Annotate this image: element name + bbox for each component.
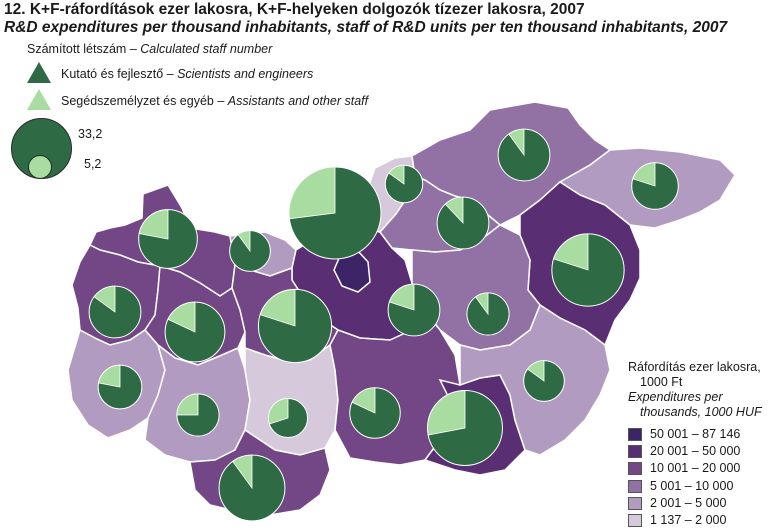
size-legend-min-circle: [28, 155, 52, 179]
pie-baranya-assistants: [232, 454, 253, 490]
fill-legend-title-en: Expenditures per: [628, 390, 723, 404]
pie-charts: [88, 128, 679, 522]
fill-legend-title-hu: Ráfordítás ezer lakosra,: [628, 360, 761, 374]
legend-scientists-en: Scientists and engineers: [177, 67, 314, 81]
pie-kom-rom-esztergom-assistants: [237, 230, 251, 253]
pie-b-cs-kiskun-assistants: [351, 387, 376, 414]
legend-scientists: Kutató és fejlesztő – Scientists and eng…: [61, 67, 314, 81]
pie-pest-assistants: [388, 283, 415, 311]
size-legend-max-label: 33,2: [78, 127, 103, 141]
fill-class-5-label: 2 001 – 5 000: [650, 496, 727, 510]
pie-zala-assistants: [98, 364, 121, 388]
fill-class-3-swatch: [628, 462, 642, 476]
size-legend-min-label: 5,2: [84, 157, 102, 171]
pie-tolna-assistants: [268, 398, 289, 425]
pie-j-sz-nagykun-szolnok-assistants: [475, 292, 489, 316]
fill-legend-title-hu-unit: 1000 Ft: [640, 375, 683, 389]
fill-class-3-label: 10 001 – 20 000: [650, 461, 741, 475]
pie-n-gr-d-assistants: [388, 164, 405, 185]
size-legend-title-hu: Számított létszám: [27, 42, 127, 56]
pie-csongr-d-assistants: [427, 390, 466, 436]
fill-class-5: 2 001 – 5 000: [628, 496, 727, 511]
legend-scientists-hu: Kutató és fejlesztő: [61, 67, 164, 81]
pie-heves-assistants: [444, 196, 464, 225]
pie-borsod-aba-j-zempl-n-assistants: [508, 128, 525, 157]
fill-class-2-label: 20 001 – 50 000: [650, 444, 741, 458]
pie-veszpr-m-assistants: [167, 301, 196, 333]
pie-somogy-assistants: [176, 393, 199, 416]
fill-class-4-label: 5 001 – 10 000: [650, 479, 734, 493]
scientists-triangle-icon: [27, 62, 51, 83]
fill-legend-title: Ráfordítás ezer lakosra, 1000 Ft Expendi…: [628, 360, 762, 420]
title-hungarian: 12. K+F-ráfordítások ezer lakosra, K+F-h…: [4, 1, 585, 18]
fill-class-6-swatch: [628, 514, 642, 528]
pie-b-k-s-assistants: [526, 360, 545, 382]
legend-assistants-en: Assistants and other staff: [227, 94, 369, 108]
assistants-triangle-icon: [27, 89, 51, 110]
fill-legend-title-en-unit: thousands, 1000 HUF: [640, 405, 762, 419]
fill-class-1-swatch: [628, 428, 642, 442]
pie-gy-r-moson-sopron-assistants: [138, 209, 169, 240]
fill-class-4: 5 001 – 10 000: [628, 479, 734, 494]
fill-class-1: 50 001 – 87 146: [628, 427, 741, 442]
fill-class-2: 20 001 – 50 000: [628, 444, 741, 459]
fill-class-2-swatch: [628, 445, 642, 459]
fill-class-6: 1 137 – 2 000: [628, 513, 727, 528]
legend-assistants: Segédszemélyzet és egyéb – Assistants an…: [61, 94, 369, 108]
fill-class-1-label: 50 001 – 87 146: [650, 427, 741, 441]
size-legend-title: Számított létszám – Calculated staff num…: [27, 42, 273, 56]
legend-assistants-hu: Segédszemélyzet és egyéb: [61, 94, 214, 108]
fill-class-5-swatch: [628, 497, 642, 511]
fill-class-6-label: 1 137 – 2 000: [650, 513, 727, 527]
fill-class-4-swatch: [628, 480, 642, 494]
pie-budapest-assistants: [288, 166, 336, 220]
pie-hajd-bihar-assistants: [553, 233, 589, 271]
title-english: R&D expenditures per thousand inhabitant…: [4, 19, 728, 36]
size-legend-title-en: Calculated staff number: [140, 42, 273, 56]
pie-szabolcs-szatm-r-bereg-assistants: [632, 162, 656, 187]
pie-fej-r-assistants: [259, 289, 296, 327]
pie-vas-assistants: [93, 285, 116, 313]
fill-class-3: 10 001 – 20 000: [628, 461, 741, 476]
